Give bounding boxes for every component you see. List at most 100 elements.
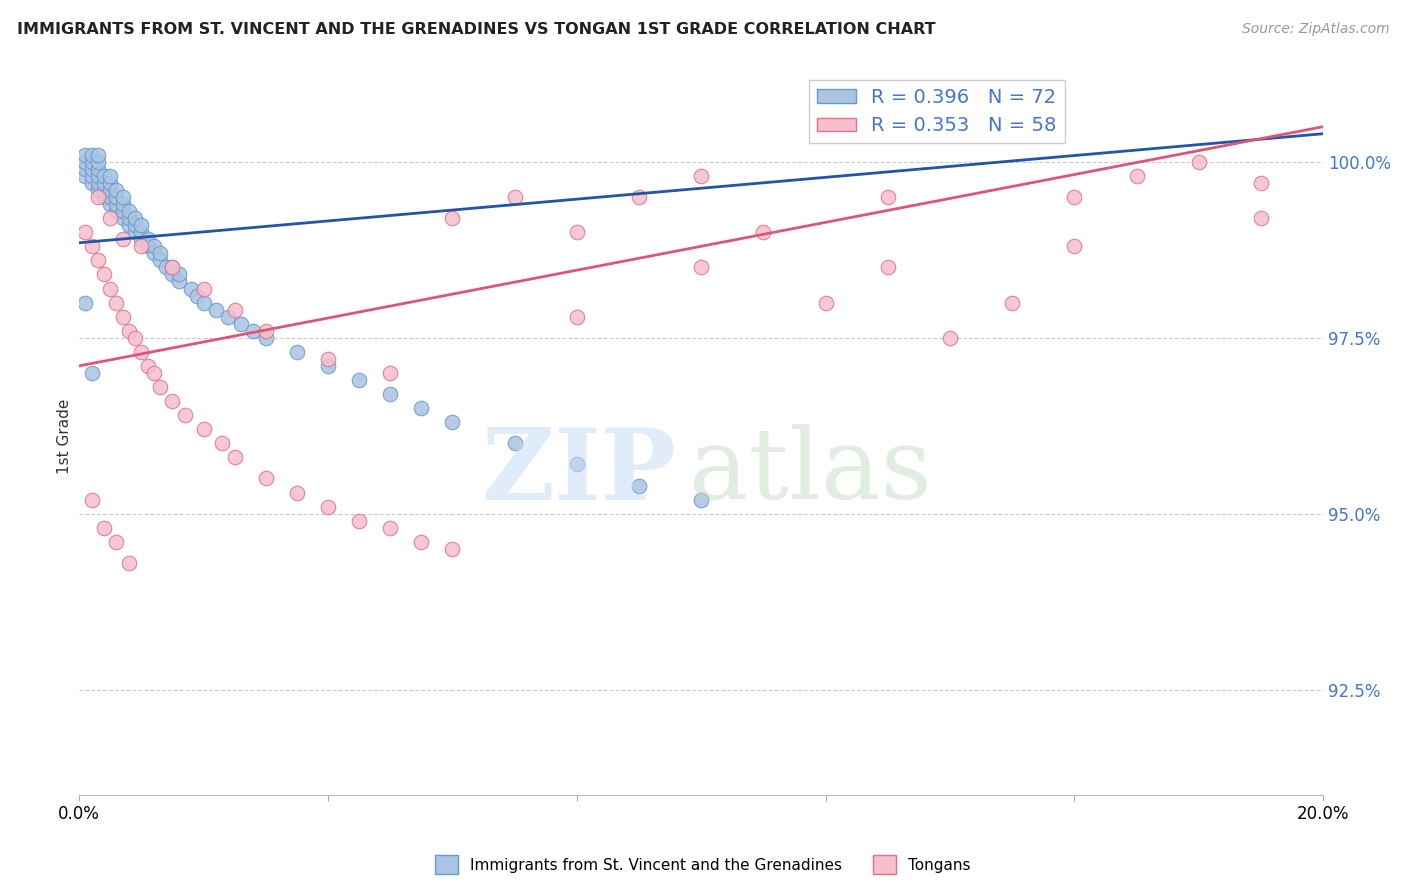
Point — [1001, 295, 1024, 310]
Point — [105, 183, 128, 197]
Point — [80, 366, 103, 380]
Point — [142, 246, 165, 260]
Point — [378, 366, 401, 380]
Point — [80, 169, 103, 183]
Point — [131, 225, 153, 239]
Point — [229, 317, 252, 331]
Point — [105, 204, 128, 219]
Point — [162, 260, 184, 275]
Point — [1250, 176, 1272, 190]
Point — [378, 387, 401, 401]
Point — [149, 253, 172, 268]
Point — [205, 302, 228, 317]
Point — [98, 190, 121, 204]
Point — [87, 161, 110, 176]
Point — [224, 302, 246, 317]
Point — [316, 359, 339, 373]
Text: ZIP: ZIP — [481, 424, 676, 521]
Point — [193, 422, 215, 436]
Point — [93, 521, 115, 535]
Point — [75, 154, 97, 169]
Point — [180, 281, 202, 295]
Point — [378, 521, 401, 535]
Point — [441, 541, 464, 556]
Point — [155, 260, 177, 275]
Point — [186, 288, 208, 302]
Point — [111, 204, 134, 219]
Point — [87, 169, 110, 183]
Point — [87, 154, 110, 169]
Point — [118, 218, 141, 232]
Point — [347, 514, 370, 528]
Point — [80, 154, 103, 169]
Point — [565, 458, 588, 472]
Point — [124, 211, 146, 226]
Point — [690, 260, 713, 275]
Point — [118, 204, 141, 219]
Point — [142, 239, 165, 253]
Point — [814, 295, 837, 310]
Point — [503, 436, 526, 450]
Point — [211, 436, 233, 450]
Point — [173, 408, 195, 422]
Point — [254, 324, 277, 338]
Point — [75, 161, 97, 176]
Point — [98, 281, 121, 295]
Point — [136, 359, 159, 373]
Legend: R = 0.396   N = 72, R = 0.353   N = 58: R = 0.396 N = 72, R = 0.353 N = 58 — [810, 80, 1064, 144]
Point — [939, 331, 962, 345]
Point — [105, 534, 128, 549]
Point — [149, 380, 172, 394]
Point — [411, 401, 433, 416]
Point — [162, 268, 184, 282]
Point — [80, 492, 103, 507]
Point — [142, 366, 165, 380]
Point — [565, 310, 588, 324]
Point — [1063, 190, 1085, 204]
Point — [167, 268, 190, 282]
Point — [111, 211, 134, 226]
Point — [441, 211, 464, 226]
Point — [690, 492, 713, 507]
Point — [162, 394, 184, 409]
Point — [193, 281, 215, 295]
Point — [118, 211, 141, 226]
Point — [316, 500, 339, 514]
Point — [224, 450, 246, 465]
Point — [80, 161, 103, 176]
Point — [254, 471, 277, 485]
Point — [87, 190, 110, 204]
Point — [98, 176, 121, 190]
Point — [627, 478, 650, 492]
Point — [105, 295, 128, 310]
Point — [254, 331, 277, 345]
Point — [876, 190, 898, 204]
Point — [167, 275, 190, 289]
Text: atlas: atlas — [689, 425, 931, 520]
Point — [98, 197, 121, 211]
Point — [87, 253, 110, 268]
Point — [87, 148, 110, 162]
Point — [93, 176, 115, 190]
Point — [124, 225, 146, 239]
Point — [627, 190, 650, 204]
Point — [75, 295, 97, 310]
Point — [87, 176, 110, 190]
Point — [105, 197, 128, 211]
Point — [98, 211, 121, 226]
Point — [93, 190, 115, 204]
Legend: Immigrants from St. Vincent and the Grenadines, Tongans: Immigrants from St. Vincent and the Gren… — [429, 849, 977, 880]
Point — [80, 176, 103, 190]
Point — [131, 344, 153, 359]
Point — [131, 232, 153, 246]
Point — [217, 310, 239, 324]
Point — [162, 260, 184, 275]
Point — [242, 324, 264, 338]
Point — [347, 373, 370, 387]
Point — [87, 183, 110, 197]
Point — [75, 169, 97, 183]
Text: IMMIGRANTS FROM ST. VINCENT AND THE GRENADINES VS TONGAN 1ST GRADE CORRELATION C: IMMIGRANTS FROM ST. VINCENT AND THE GREN… — [17, 22, 935, 37]
Point — [93, 169, 115, 183]
Point — [111, 310, 134, 324]
Point — [93, 183, 115, 197]
